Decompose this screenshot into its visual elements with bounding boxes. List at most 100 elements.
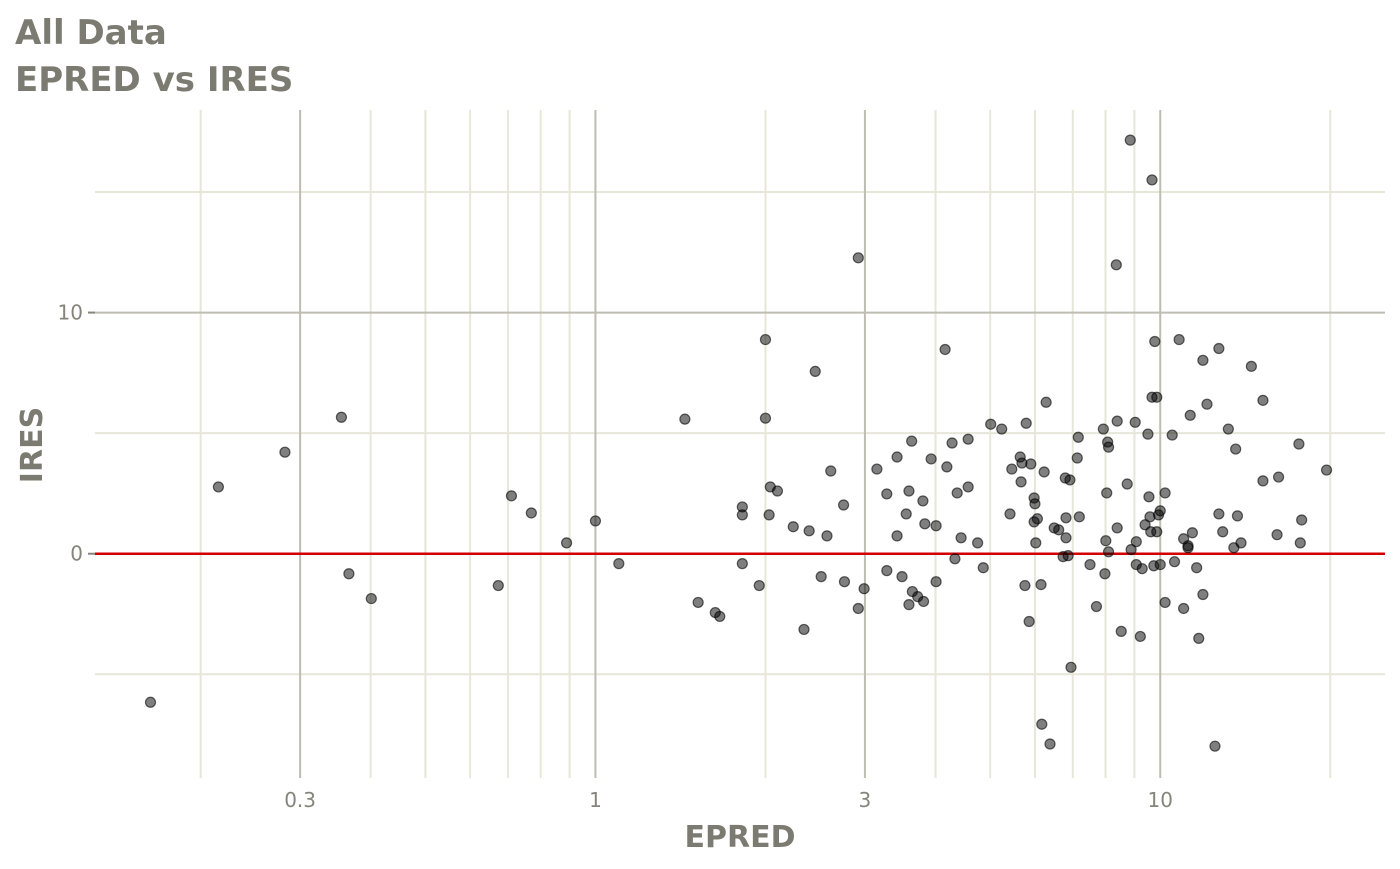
x-tick-label: 1: [589, 788, 602, 812]
point: [1193, 632, 1205, 644]
point: [1149, 335, 1161, 348]
point: [946, 437, 958, 449]
point: [896, 571, 908, 583]
point: [949, 553, 961, 565]
point: [1038, 466, 1050, 478]
point: [1257, 394, 1269, 406]
point: [906, 435, 918, 447]
point: [1030, 537, 1042, 549]
point: [1115, 625, 1127, 637]
point: [1129, 416, 1141, 428]
point: [1166, 429, 1178, 441]
point: [1060, 512, 1072, 524]
point: [977, 562, 989, 574]
point: [809, 365, 821, 378]
point: [930, 520, 942, 532]
point: [492, 579, 504, 592]
point: [925, 453, 937, 465]
point: [1217, 526, 1229, 538]
point: [1015, 476, 1027, 488]
point: [1134, 630, 1146, 643]
chart-subtitle: EPRED vs IRES: [15, 60, 293, 100]
point: [753, 579, 765, 592]
point: [1065, 661, 1077, 673]
point: [939, 343, 951, 356]
point: [1142, 428, 1154, 440]
point: [821, 530, 833, 542]
point: [1100, 535, 1112, 547]
point: [1072, 431, 1084, 443]
point: [1071, 452, 1083, 464]
point: [1044, 738, 1056, 750]
point: [962, 433, 974, 445]
point: [1191, 562, 1203, 574]
point: [1084, 558, 1096, 571]
point: [1073, 511, 1085, 523]
point: [1004, 508, 1016, 520]
point: [1146, 174, 1158, 186]
point: [1245, 360, 1257, 372]
point: [1060, 532, 1072, 544]
point: [1099, 568, 1111, 580]
point: [1111, 415, 1123, 427]
point: [144, 696, 157, 708]
y-tick-label: 10: [58, 301, 83, 325]
y-axis-label: IRES: [15, 407, 50, 483]
point: [972, 537, 984, 549]
point: [919, 518, 931, 530]
point: [1136, 563, 1148, 575]
chart-title: All Data: [15, 13, 167, 53]
point: [1036, 718, 1048, 730]
point: [837, 499, 850, 511]
point: [962, 481, 974, 493]
point: [955, 532, 967, 544]
point: [1235, 537, 1247, 549]
point: [1213, 342, 1225, 355]
y-tick-label: 0: [70, 542, 83, 566]
point: [1186, 527, 1198, 539]
point: [1064, 474, 1076, 486]
point: [903, 485, 915, 497]
point: [1130, 536, 1142, 548]
point: [930, 576, 942, 588]
point: [1154, 558, 1166, 571]
point: [1293, 438, 1305, 450]
point: [1023, 615, 1035, 628]
point: [589, 515, 602, 527]
point: [825, 465, 837, 477]
point: [1111, 522, 1123, 534]
point: [279, 446, 291, 458]
point: [759, 412, 772, 424]
x-tick-label: 10: [1148, 788, 1173, 812]
point: [1294, 537, 1306, 549]
point: [1173, 333, 1185, 346]
point: [1097, 423, 1109, 435]
point: [881, 565, 893, 577]
point: [1159, 596, 1171, 609]
point: [560, 537, 573, 549]
point: [212, 481, 225, 493]
point: [505, 490, 518, 502]
point: [343, 568, 355, 580]
point: [1020, 417, 1032, 429]
point: [1197, 588, 1209, 601]
point: [1025, 458, 1037, 470]
point: [891, 451, 903, 463]
point: [1019, 579, 1031, 592]
point: [1102, 546, 1115, 558]
point: [1257, 475, 1269, 487]
point: [1040, 396, 1052, 408]
point: [1125, 544, 1137, 556]
point: [941, 461, 953, 473]
x-axis-label: EPRED: [685, 820, 796, 855]
point: [1230, 443, 1242, 455]
point: [951, 487, 963, 499]
point: [881, 488, 893, 500]
point: [903, 599, 915, 611]
point: [1168, 556, 1181, 568]
point: [759, 333, 772, 346]
point: [1062, 550, 1074, 562]
point: [1271, 529, 1283, 541]
point: [871, 463, 883, 475]
point: [1222, 423, 1234, 435]
